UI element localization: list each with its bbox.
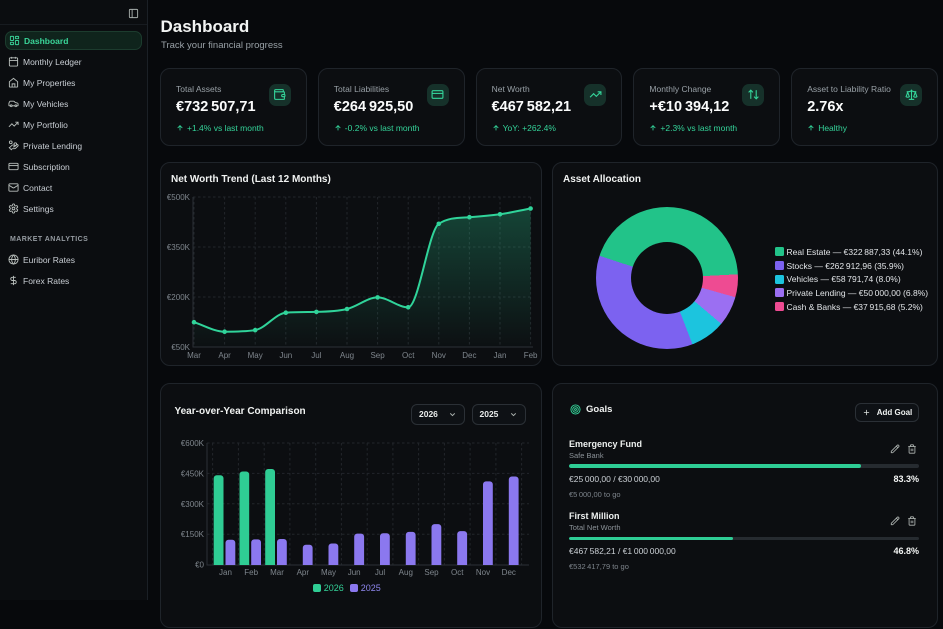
svg-text:€350K: €350K [167,243,191,252]
svg-text:May: May [248,351,263,360]
svg-text:€0: €0 [195,561,204,570]
svg-text:Mar: Mar [187,351,201,360]
svg-text:€150K: €150K [181,530,205,539]
svg-text:Jun: Jun [348,568,361,577]
svg-text:Jun: Jun [279,351,292,360]
svg-text:€300K: €300K [181,500,205,509]
svg-text:€50K: €50K [171,343,190,352]
svg-text:Oct: Oct [451,568,464,577]
svg-text:Feb: Feb [244,568,258,577]
svg-text:Nov: Nov [432,351,446,360]
svg-text:Mar: Mar [270,568,284,577]
svg-text:Aug: Aug [399,568,413,577]
svg-text:€200K: €200K [167,293,191,302]
svg-text:€600K: €600K [181,439,205,448]
svg-text:Apr: Apr [218,351,231,360]
svg-text:Apr: Apr [297,568,310,577]
svg-text:Jan: Jan [494,351,507,360]
svg-text:Sep: Sep [370,351,385,360]
svg-text:Oct: Oct [402,351,415,360]
svg-text:Dec: Dec [462,351,476,360]
svg-text:Sep: Sep [424,568,439,577]
svg-text:Jul: Jul [311,351,321,360]
svg-text:€500K: €500K [167,193,191,202]
svg-text:May: May [321,568,336,577]
svg-text:Jan: Jan [219,568,232,577]
svg-text:Nov: Nov [476,568,490,577]
svg-text:Dec: Dec [502,568,516,577]
svg-text:Feb: Feb [524,351,538,360]
svg-text:Aug: Aug [340,351,354,360]
svg-text:Jul: Jul [375,568,385,577]
svg-text:€450K: €450K [181,469,205,478]
